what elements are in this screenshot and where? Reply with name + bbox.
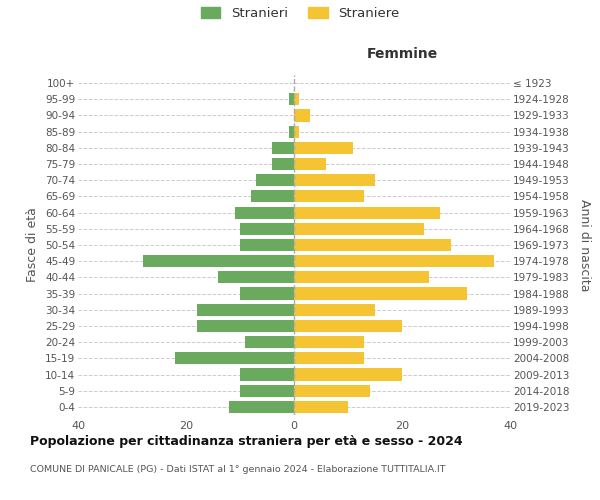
Bar [294, 93, 299, 106]
Bar [294, 336, 364, 348]
Bar [294, 255, 494, 268]
Bar [197, 304, 294, 316]
Bar [294, 142, 353, 154]
Bar [294, 239, 451, 251]
Y-axis label: Anni di nascita: Anni di nascita [578, 198, 591, 291]
Bar [240, 384, 294, 397]
Bar [218, 272, 294, 283]
Bar [294, 384, 370, 397]
Bar [294, 352, 364, 364]
Bar [294, 174, 375, 186]
Bar [240, 222, 294, 235]
Bar [143, 255, 294, 268]
Bar [245, 336, 294, 348]
Bar [289, 93, 294, 106]
Bar [294, 320, 402, 332]
Bar [294, 190, 364, 202]
Bar [272, 158, 294, 170]
Bar [251, 190, 294, 202]
Bar [272, 142, 294, 154]
Bar [294, 368, 402, 380]
Bar [294, 272, 429, 283]
Bar [294, 304, 375, 316]
Text: Femmine: Femmine [367, 48, 437, 62]
Bar [294, 206, 440, 218]
Bar [294, 126, 299, 138]
Bar [294, 288, 467, 300]
Bar [240, 288, 294, 300]
Bar [175, 352, 294, 364]
Bar [294, 110, 310, 122]
Bar [294, 158, 326, 170]
Bar [229, 401, 294, 413]
Text: Popolazione per cittadinanza straniera per età e sesso - 2024: Popolazione per cittadinanza straniera p… [30, 435, 463, 448]
Bar [294, 401, 348, 413]
Bar [256, 174, 294, 186]
Bar [240, 239, 294, 251]
Text: COMUNE DI PANICALE (PG) - Dati ISTAT al 1° gennaio 2024 - Elaborazione TUTTITALI: COMUNE DI PANICALE (PG) - Dati ISTAT al … [30, 465, 445, 474]
Bar [240, 368, 294, 380]
Bar [289, 126, 294, 138]
Bar [294, 222, 424, 235]
Y-axis label: Fasce di età: Fasce di età [26, 208, 40, 282]
Bar [235, 206, 294, 218]
Bar [197, 320, 294, 332]
Legend: Stranieri, Straniere: Stranieri, Straniere [200, 6, 400, 20]
